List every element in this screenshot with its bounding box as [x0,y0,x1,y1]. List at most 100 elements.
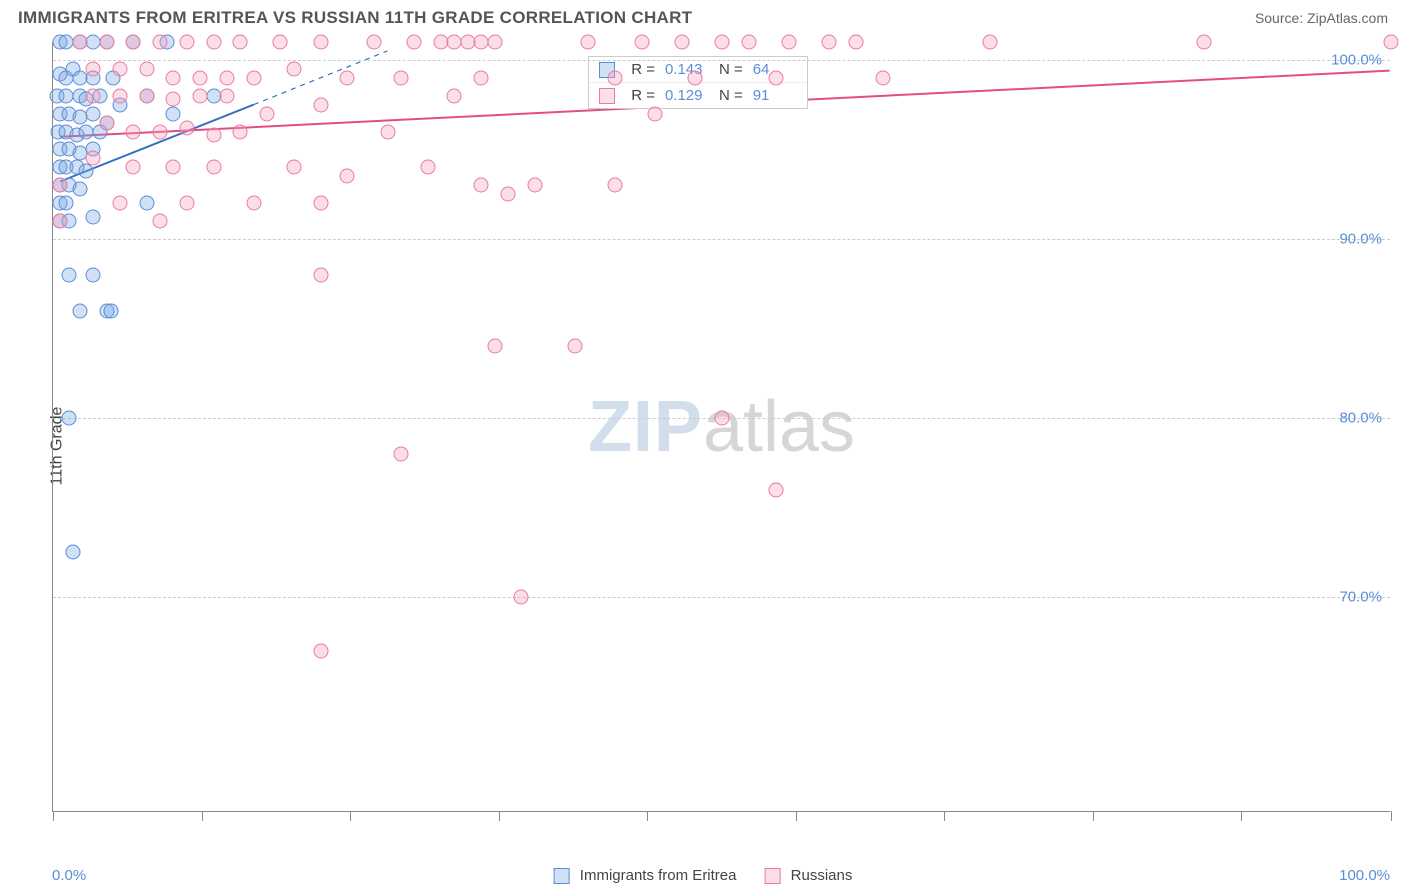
x-tick [1391,811,1392,821]
trend-lines-layer [53,42,1390,811]
data-point [139,88,154,103]
data-point [153,35,168,50]
data-point [674,35,689,50]
data-point [86,61,101,76]
n-label-2: N = [719,87,743,104]
data-point [126,35,141,50]
x-axis-min-label: 0.0% [52,867,86,884]
data-point [139,61,154,76]
swatch-series2 [599,88,615,104]
data-point [634,35,649,50]
data-point [112,196,127,211]
data-point [103,303,118,318]
data-point [179,35,194,50]
data-point [648,106,663,121]
data-point [72,35,87,50]
data-point [407,35,422,50]
data-point [273,35,288,50]
gridline [53,60,1390,61]
n-value-2: 91 [753,87,797,104]
data-point [72,303,87,318]
data-point [607,70,622,85]
data-point [500,187,515,202]
data-point [487,35,502,50]
data-point [86,106,101,121]
data-point [62,411,77,426]
data-point [219,88,234,103]
data-point [340,70,355,85]
data-point [112,88,127,103]
data-point [179,120,194,135]
data-point [380,124,395,139]
legend-swatch-2 [765,868,781,884]
data-point [447,88,462,103]
x-tick [350,811,351,821]
x-axis-max-label: 100.0% [1339,867,1390,884]
data-point [233,35,248,50]
data-point [688,70,703,85]
data-point [206,128,221,143]
data-point [1196,35,1211,50]
r-label-1: R = [631,61,655,78]
data-point [715,411,730,426]
data-point [66,545,81,560]
data-point [527,178,542,193]
source-label: Source: ZipAtlas.com [1255,10,1388,26]
data-point [206,160,221,175]
watermark-part2: atlas [703,387,855,467]
data-point [126,124,141,139]
data-point [62,267,77,282]
x-tick [1241,811,1242,821]
data-point [822,35,837,50]
data-point [139,196,154,211]
data-point [52,178,67,193]
data-point [875,70,890,85]
data-point [581,35,596,50]
gridline [53,597,1390,598]
data-point [99,35,114,50]
n-label-1: N = [719,61,743,78]
bottom-legend: Immigrants from Eritrea Russians [554,867,853,884]
data-point [286,61,301,76]
data-point [781,35,796,50]
data-point [848,35,863,50]
legend-item-1: Immigrants from Eritrea [554,867,737,884]
data-point [193,70,208,85]
data-point [72,181,87,196]
data-point [1384,35,1399,50]
data-point [260,106,275,121]
data-point [313,196,328,211]
data-point [607,178,622,193]
data-point [86,210,101,225]
data-point [567,339,582,354]
watermark-part1: ZIP [588,387,703,467]
data-point [313,267,328,282]
data-point [86,267,101,282]
data-point [166,92,181,107]
r-label-2: R = [631,87,655,104]
y-tick-label: 90.0% [1339,230,1382,247]
data-point [514,590,529,605]
legend-label-2: Russians [791,867,853,884]
data-point [286,160,301,175]
data-point [166,70,181,85]
data-point [367,35,382,50]
data-point [474,178,489,193]
data-point [420,160,435,175]
legend-swatch-1 [554,868,570,884]
data-point [206,35,221,50]
data-point [313,97,328,112]
x-tick [499,811,500,821]
data-point [474,70,489,85]
data-point [153,124,168,139]
y-tick-label: 80.0% [1339,410,1382,427]
data-point [340,169,355,184]
legend-label-1: Immigrants from Eritrea [580,867,737,884]
data-point [246,70,261,85]
data-point [179,196,194,211]
data-point [126,160,141,175]
x-tick [944,811,945,821]
data-point [246,196,261,211]
x-tick [202,811,203,821]
stats-row-2: R = 0.129 N = 91 [589,83,807,108]
